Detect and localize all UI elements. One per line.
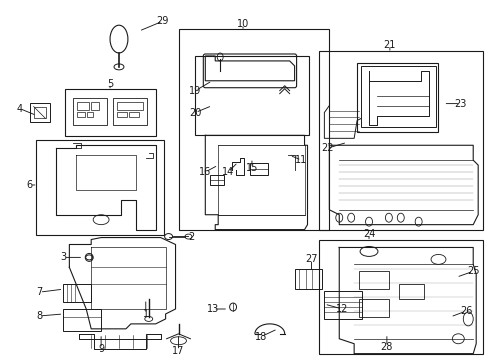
Bar — [63, 309, 101, 331]
Bar — [356, 63, 438, 132]
Bar — [249, 163, 267, 175]
Bar — [36, 140, 163, 235]
Bar — [360, 66, 435, 127]
Bar — [34, 107, 45, 118]
Text: 7: 7 — [37, 287, 42, 297]
Text: 20: 20 — [189, 108, 201, 117]
Text: 13: 13 — [207, 304, 219, 314]
Bar — [77, 102, 89, 109]
Bar — [398, 284, 423, 299]
Text: 9: 9 — [98, 344, 104, 354]
Bar — [319, 239, 482, 354]
Text: 8: 8 — [37, 311, 42, 321]
Text: 11: 11 — [295, 155, 307, 165]
Bar — [210, 175, 224, 185]
Bar — [178, 29, 328, 230]
Bar — [294, 269, 322, 289]
Text: 27: 27 — [305, 255, 317, 264]
Bar — [73, 98, 107, 125]
Text: 24: 24 — [362, 229, 374, 239]
Bar — [358, 299, 388, 317]
Text: 4: 4 — [17, 104, 23, 113]
Text: 5: 5 — [107, 79, 113, 89]
Text: 29: 29 — [156, 16, 168, 26]
Text: 14: 14 — [222, 167, 234, 177]
Bar — [87, 112, 93, 117]
Text: 19: 19 — [189, 86, 201, 96]
Text: 18: 18 — [254, 332, 266, 342]
Bar — [77, 112, 85, 117]
Text: 26: 26 — [459, 306, 471, 316]
Text: 10: 10 — [236, 19, 248, 29]
Bar — [113, 98, 146, 125]
Bar — [30, 103, 49, 122]
Bar — [117, 102, 142, 109]
Text: 21: 21 — [383, 40, 395, 50]
Bar — [91, 102, 99, 109]
Text: 3: 3 — [60, 252, 66, 262]
Bar — [63, 284, 91, 302]
Text: 1: 1 — [142, 309, 148, 319]
Text: 15: 15 — [245, 163, 258, 173]
Bar — [129, 112, 139, 117]
Bar — [358, 271, 388, 289]
Bar — [319, 51, 482, 230]
Text: 2: 2 — [188, 231, 194, 242]
Text: 6: 6 — [26, 180, 33, 190]
Text: 17: 17 — [172, 346, 184, 356]
Text: 23: 23 — [453, 99, 466, 109]
Text: 12: 12 — [335, 304, 348, 314]
Bar — [65, 89, 155, 136]
Text: 28: 28 — [380, 342, 392, 352]
Text: 22: 22 — [321, 143, 333, 153]
Text: 16: 16 — [199, 167, 211, 177]
Bar — [324, 291, 361, 319]
Text: 25: 25 — [466, 266, 479, 276]
Bar — [195, 56, 309, 135]
Bar — [117, 112, 127, 117]
